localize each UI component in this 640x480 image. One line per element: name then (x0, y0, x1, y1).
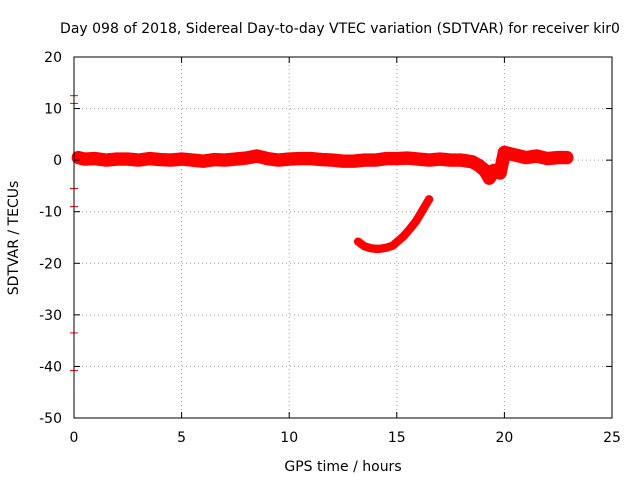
data-point (498, 171, 503, 175)
data-point (179, 157, 184, 162)
data-point (483, 168, 487, 173)
data-point (405, 156, 410, 161)
data-point (556, 155, 561, 160)
data-point (437, 157, 442, 162)
y-tick-label: 20 (44, 50, 62, 66)
data-point (401, 234, 406, 239)
x-axis-label: GPS time / hours (284, 459, 401, 475)
data-point (476, 163, 481, 168)
data-point (125, 157, 130, 162)
series-main (71, 145, 574, 185)
data-point (369, 246, 373, 251)
data-point (254, 154, 259, 158)
data-point (319, 157, 324, 162)
x-tick-label: 25 (603, 430, 621, 446)
data-point (564, 155, 569, 160)
data-series (71, 145, 574, 253)
data-point (534, 154, 539, 158)
data-point (168, 158, 173, 163)
data-point (244, 156, 249, 161)
data-point (427, 197, 432, 202)
data-point (136, 158, 141, 163)
data-point (491, 168, 496, 173)
data-point (147, 156, 152, 161)
data-point (427, 158, 432, 163)
data-point (93, 156, 98, 161)
data-point (211, 157, 216, 162)
data-point (394, 240, 399, 245)
data-point (308, 156, 313, 161)
grid-lines (74, 57, 612, 418)
data-point (377, 246, 382, 251)
data-point (487, 176, 492, 181)
data-point (330, 158, 335, 163)
data-point (517, 154, 522, 158)
data-point (362, 158, 367, 163)
y-tick-label: 0 (53, 153, 62, 169)
x-tick-label: 5 (177, 430, 186, 446)
series-descending-arc (353, 195, 434, 253)
data-point (298, 156, 302, 161)
data-point (362, 244, 367, 249)
data-point (448, 158, 453, 163)
y-tick-labels: -50 -40 -30 -20 -10 0 10 20 (39, 50, 62, 427)
y-tick-label: -20 (39, 256, 62, 272)
data-point (390, 243, 395, 248)
data-point (373, 158, 378, 163)
chart-title: Day 098 of 2018, Sidereal Day-to-day VTE… (60, 21, 620, 37)
data-point (459, 158, 464, 163)
data-point (276, 158, 281, 163)
x-tick-label: 20 (495, 430, 513, 446)
y-tick-label: -50 (39, 411, 62, 427)
data-point (407, 227, 412, 232)
data-point (233, 157, 238, 162)
data-point (222, 158, 227, 163)
data-point (420, 208, 425, 213)
x-tick-label: 15 (388, 430, 406, 446)
data-point (158, 157, 163, 162)
data-point (115, 157, 119, 162)
y-tick-label: 10 (44, 102, 62, 118)
data-point (287, 157, 292, 162)
data-point (373, 246, 378, 251)
data-point (384, 245, 388, 250)
y-tick-label: -30 (39, 308, 62, 324)
data-point (82, 157, 87, 162)
data-point (190, 158, 195, 163)
data-point (416, 157, 421, 162)
x-tick-label: 0 (70, 430, 79, 446)
data-point (523, 155, 528, 160)
data-point (351, 159, 356, 164)
data-point (384, 156, 388, 161)
data-point (104, 158, 109, 163)
y-tick-label: -10 (39, 205, 62, 221)
data-point (201, 159, 206, 164)
data-point (341, 159, 345, 164)
data-point (508, 152, 513, 156)
axis-ticks (73, 56, 613, 419)
data-point (265, 156, 270, 161)
x-tick-label: 10 (280, 430, 298, 446)
plot-frame (73, 56, 613, 419)
data-point (502, 150, 507, 155)
data-point (545, 156, 550, 161)
x-tick-labels: 0 5 10 15 20 25 (70, 430, 621, 446)
y-axis-label: SDTVAR / TECUs (6, 181, 22, 296)
data-point (470, 159, 475, 164)
y-tick-label: -40 (39, 359, 62, 375)
data-point (394, 156, 399, 161)
data-point (414, 219, 419, 223)
data-point (76, 155, 81, 160)
data-point (356, 239, 361, 244)
